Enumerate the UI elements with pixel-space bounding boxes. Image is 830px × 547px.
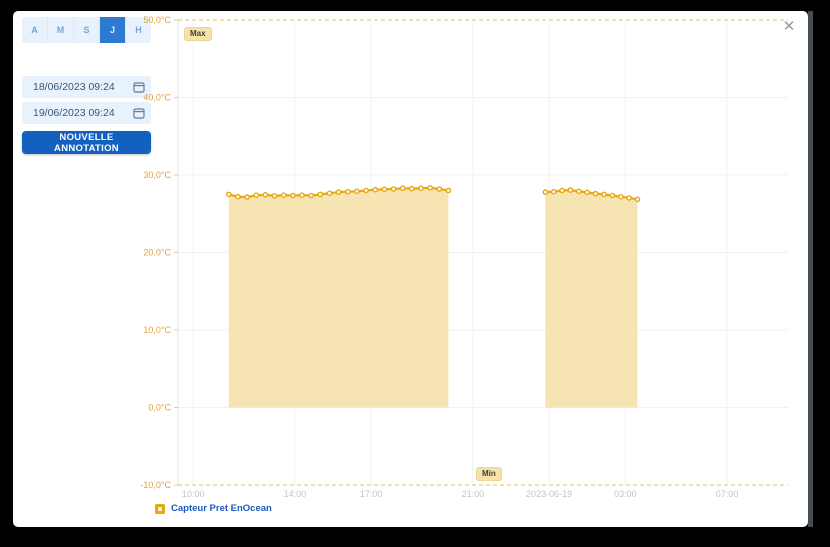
data-point-marker[interactable] — [290, 192, 296, 199]
data-point-marker[interactable] — [235, 193, 241, 200]
data-point-marker[interactable] — [372, 186, 379, 193]
interval-tab-h[interactable]: H — [126, 17, 151, 43]
start-date-input[interactable] — [22, 76, 151, 98]
interval-tab-s[interactable]: S — [74, 17, 100, 43]
min-annotation-badge[interactable]: Min — [476, 467, 502, 481]
data-point-marker[interactable] — [542, 189, 549, 195]
end-date-input[interactable] — [22, 102, 151, 124]
data-point-marker[interactable] — [618, 193, 624, 200]
close-icon: ✕ — [782, 18, 796, 35]
x-axis-tick-label: 17:00 — [360, 489, 383, 499]
calendar-icon[interactable] — [133, 107, 145, 119]
data-point-marker[interactable] — [427, 184, 433, 191]
data-point-marker[interactable] — [634, 196, 641, 203]
data-point-marker[interactable] — [262, 191, 269, 198]
end-date-value[interactable] — [33, 107, 133, 119]
start-date-value[interactable] — [33, 81, 133, 93]
data-point-marker[interactable] — [601, 191, 607, 198]
series-area — [228, 187, 449, 408]
x-axis-tick-label: 2023-06-19 — [526, 489, 572, 499]
data-point-marker[interactable] — [408, 185, 415, 192]
data-point-marker[interactable] — [244, 194, 250, 200]
data-point-marker[interactable] — [344, 188, 351, 195]
new-annotation-button[interactable]: NOUVELLE ANNOTATION — [22, 131, 151, 154]
data-point-marker[interactable] — [271, 193, 278, 199]
series-marker-icon — [155, 503, 165, 514]
data-point-marker[interactable] — [609, 192, 616, 199]
interval-tab-a[interactable]: A — [22, 17, 48, 43]
data-point-marker[interactable] — [399, 185, 406, 191]
data-point-marker[interactable] — [576, 188, 582, 195]
temperature-chart-canvas[interactable]: 50,0°C 40,0°C 30,0°C 20,0°C 10,0°C 0,0°C -10,0… — [13, 11, 808, 527]
data-point-marker[interactable] — [436, 186, 443, 192]
data-point-marker[interactable] — [418, 185, 424, 191]
y-axis-tick-label: 30,0°C — [143, 170, 171, 180]
data-point-marker[interactable] — [390, 186, 397, 192]
x-axis-tick-label: 10:00 — [182, 489, 205, 499]
x-axis-tick-label: 21:00 — [462, 489, 485, 499]
data-point-marker[interactable] — [550, 188, 557, 195]
data-point-marker[interactable] — [592, 190, 599, 197]
data-point-marker[interactable] — [253, 192, 260, 198]
y-axis-tick-label: 40,0°C — [143, 93, 171, 103]
data-point-marker[interactable] — [326, 190, 333, 196]
window-edge-strip — [808, 11, 813, 527]
data-point-marker[interactable] — [559, 187, 565, 194]
x-axis-tick-label: 03:00 — [614, 489, 637, 499]
y-axis-tick-label: 0,0°C — [148, 403, 171, 413]
interval-tab-m[interactable]: M — [48, 17, 74, 43]
data-point-marker[interactable] — [280, 192, 287, 198]
data-point-marker[interactable] — [567, 187, 574, 193]
data-point-marker[interactable] — [626, 195, 632, 201]
data-point-marker[interactable] — [381, 186, 388, 193]
y-axis-tick-label: 10,0°C — [143, 325, 171, 335]
y-axis-tick-label: 50,0°C — [143, 15, 171, 25]
data-point-marker[interactable] — [299, 192, 305, 198]
y-axis-tick-label: -10,0°C — [140, 480, 171, 490]
calendar-icon[interactable] — [133, 81, 145, 93]
data-point-marker[interactable] — [317, 191, 324, 198]
legend-item[interactable]: Capteur Pret EnOcean — [155, 503, 272, 514]
x-axis-tick-label: 14:00 — [284, 489, 307, 499]
data-point-marker[interactable] — [335, 189, 342, 195]
legend-label: Capteur Pret EnOcean — [171, 503, 272, 514]
data-point-marker[interactable] — [584, 189, 591, 196]
x-axis-tick-label: 07:00 — [716, 489, 739, 499]
data-point-marker[interactable] — [308, 192, 315, 199]
data-point-marker[interactable] — [445, 187, 452, 194]
series-area — [545, 190, 638, 408]
y-axis-tick-label: 20,0°C — [143, 248, 171, 258]
data-point-marker[interactable] — [354, 188, 360, 195]
interval-tab-j[interactable]: J — [100, 17, 126, 43]
data-point-marker[interactable] — [225, 191, 232, 198]
max-annotation-badge[interactable]: Max — [184, 27, 212, 41]
data-point-marker[interactable] — [363, 187, 369, 194]
close-button[interactable]: ✕ — [780, 18, 798, 36]
